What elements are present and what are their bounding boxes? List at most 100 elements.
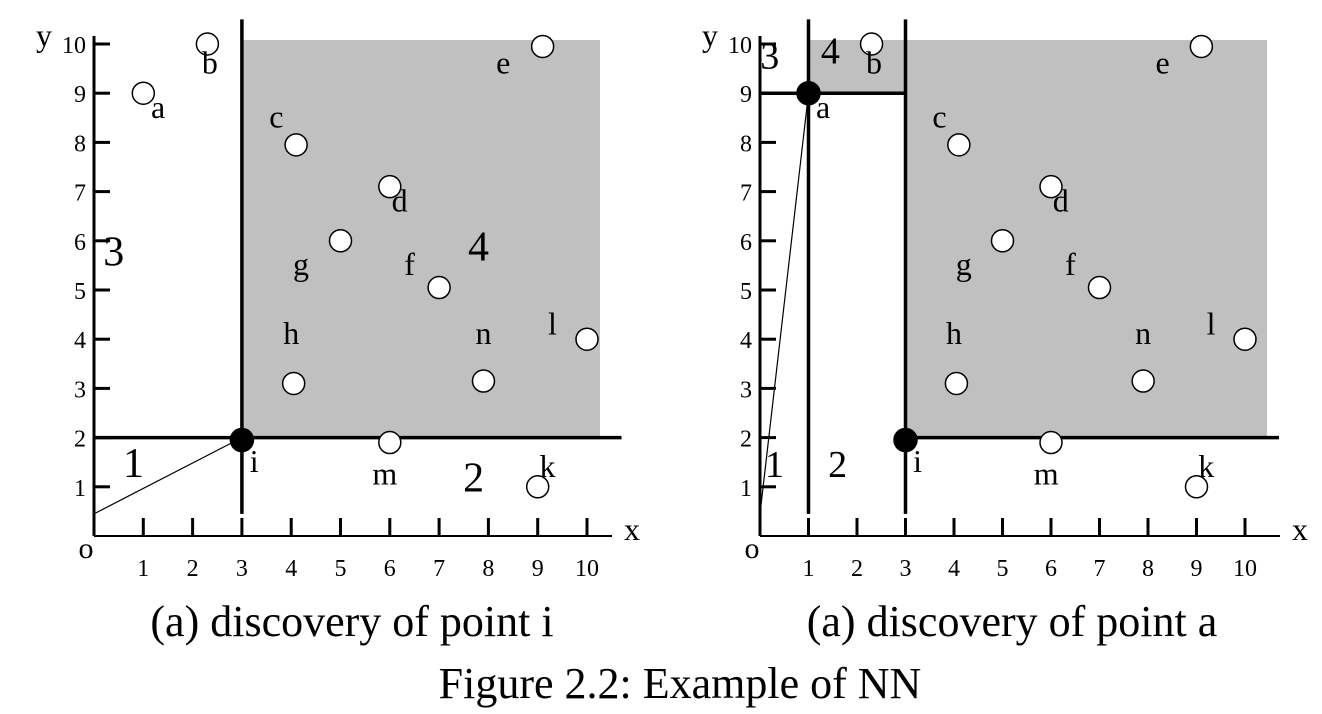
x-tick-label: 1 (137, 556, 149, 582)
y-tick-label: 4 (74, 328, 86, 354)
x-tick-label: 7 (1094, 556, 1106, 582)
data-point-e (1189, 34, 1214, 59)
point-label-n: n (475, 315, 491, 351)
data-point-h (944, 371, 969, 396)
point-label-c: c (932, 99, 946, 135)
data-point-f (427, 275, 451, 300)
x-tick-label: 7 (433, 556, 445, 582)
y-tick-label: 9 (74, 82, 86, 108)
data-point-i (893, 427, 918, 453)
x-tick-label: 5 (997, 556, 1009, 582)
data-point-n (471, 369, 496, 393)
origin-label: o (745, 532, 760, 565)
shaded-search-region (808, 40, 1267, 438)
x-tick-label: 4 (285, 556, 297, 582)
region-label: 1 (765, 444, 784, 486)
x-tick-label: 3 (900, 556, 912, 582)
figure-caption: Figure 2.2: Example of NN (439, 659, 922, 708)
x-tick-label: 8 (1142, 556, 1154, 582)
point-label-i: i (913, 443, 922, 479)
point-label-m: m (372, 455, 397, 491)
x-axis-label: x (1292, 511, 1308, 547)
region-label: 2 (828, 444, 847, 486)
point-label-c: c (269, 99, 283, 135)
data-point-a (796, 80, 821, 106)
x-tick-label: 8 (482, 556, 494, 582)
region-label: 3 (760, 36, 779, 78)
point-label-m: m (1034, 455, 1059, 491)
x-axis-label: x (624, 511, 640, 547)
y-tick-label: 8 (74, 131, 86, 157)
data-point-d (378, 174, 402, 199)
y-tick-label: 6 (740, 230, 752, 256)
x-tick-label: 1 (803, 556, 815, 582)
point-label-f: f (404, 246, 415, 282)
data-point-c (284, 133, 308, 157)
point-label-k: k (1198, 448, 1214, 484)
y-tick-label: 2 (740, 427, 752, 453)
point-label-i: i (250, 443, 259, 479)
x-tick-label: 5 (335, 556, 347, 582)
y-tick-label: 9 (740, 82, 752, 108)
data-point-c (947, 133, 971, 157)
y-tick-label: 7 (74, 181, 86, 207)
region-label: 2 (463, 456, 484, 502)
point-label-l: l (548, 305, 557, 341)
point-label-d: d (1053, 182, 1069, 218)
data-point-h (281, 371, 306, 396)
x-tick-label: 4 (948, 556, 960, 582)
data-point-g (990, 229, 1015, 253)
y-tick-label: 2 (74, 427, 86, 453)
point-label-l: l (1207, 305, 1216, 341)
x-tick-label: 3 (236, 556, 248, 582)
data-point-d (1039, 174, 1063, 199)
data-point-l (575, 327, 599, 351)
x-tick-label: 6 (384, 556, 396, 582)
data-point-l (1233, 327, 1257, 351)
region-label: 4 (468, 224, 489, 270)
y-axis-label: y (702, 17, 718, 53)
nearest-neighbor-distance-line (93, 437, 243, 515)
region-label: 4 (821, 31, 840, 73)
point-label-n: n (1135, 315, 1151, 351)
panel-a-discovery-of-point-i: 1 2 3 4 5 6 7 8 9 10 1 2 3 4 5 6 7 8 9 10 y x o 1 2 3 4 a b c d e f gh i k l… (36, 17, 640, 582)
y-axis-label: y (36, 17, 52, 53)
point-label-a: a (151, 89, 165, 125)
y-tick-label: 5 (74, 279, 86, 305)
x-tick-label: 2 (851, 556, 863, 582)
x-tick-label: 6 (1045, 556, 1057, 582)
point-label-h: h (283, 315, 299, 351)
data-point-b (195, 32, 220, 56)
origin-label: o (79, 532, 94, 565)
point-label-b: b (866, 45, 882, 81)
y-tick-label: 1 (74, 476, 86, 502)
data-point-k (1184, 475, 1209, 499)
data-point-m (378, 430, 402, 455)
point-label-f: f (1065, 246, 1076, 282)
data-point-m (1039, 430, 1063, 455)
point-label-b: b (202, 45, 218, 81)
y-tick-label: 4 (740, 328, 752, 354)
point-label-g: g (293, 246, 309, 282)
y-tick-label: 6 (74, 230, 86, 256)
y-tick-label: 3 (740, 377, 752, 403)
point-label-g: g (956, 246, 972, 282)
y-tick-label: 8 (740, 131, 752, 157)
y-tick-label: 5 (740, 279, 752, 305)
point-label-d: d (392, 182, 408, 218)
y-tick-label: 7 (740, 181, 752, 207)
point-label-a: a (816, 89, 830, 125)
point-label-k: k (540, 448, 556, 484)
x-tick-label: 10 (575, 556, 599, 582)
nearest-neighbor-distance-line (759, 93, 810, 514)
data-point-a (131, 81, 156, 105)
point-label-e: e (1155, 45, 1169, 81)
shaded-search-region (241, 40, 600, 438)
y-tick-label: 10 (728, 33, 752, 59)
data-point-b (859, 32, 884, 56)
data-point-i (229, 427, 255, 453)
panel-caption-left: (a) discovery of point i (150, 597, 553, 646)
data-point-k (525, 475, 550, 499)
